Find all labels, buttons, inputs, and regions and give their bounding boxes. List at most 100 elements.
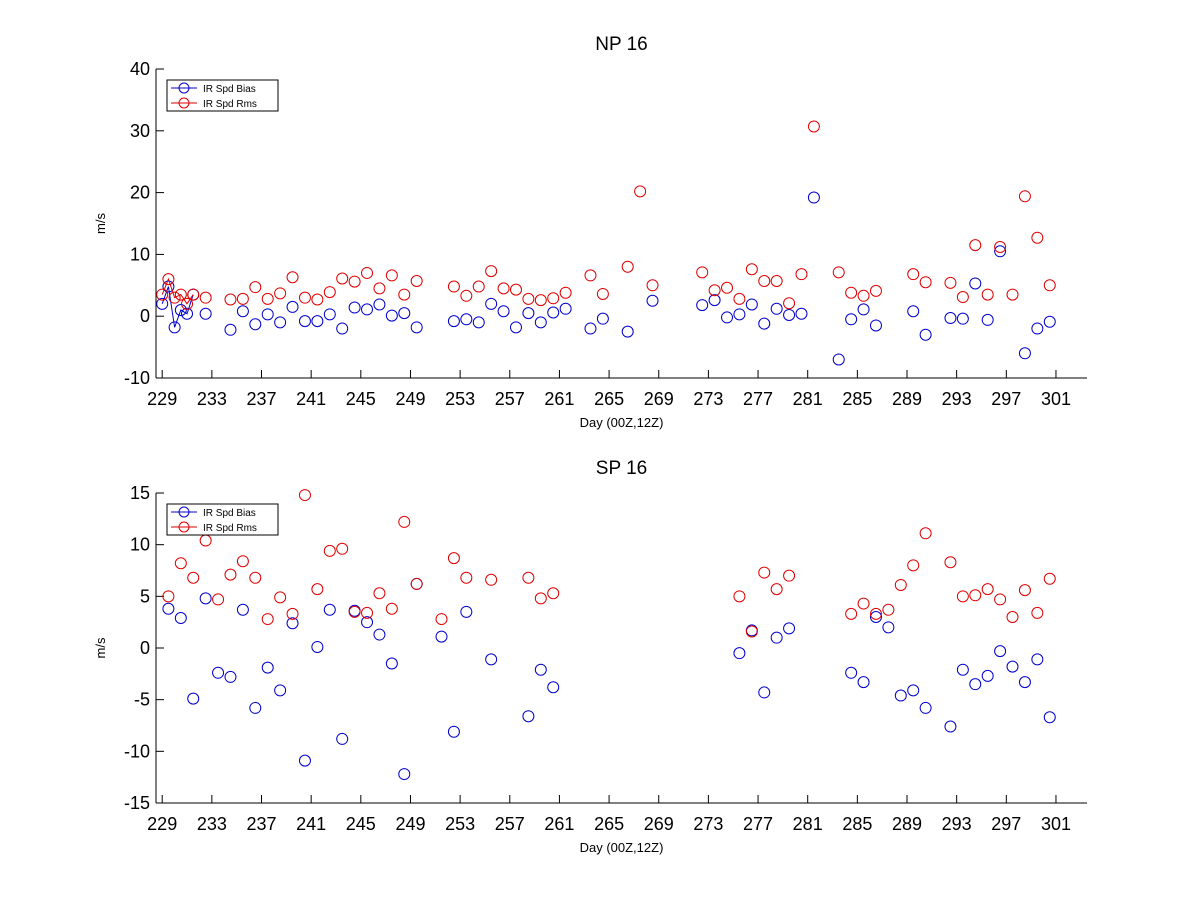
data-point-rms bbox=[410, 577, 423, 590]
data-point-bias bbox=[199, 592, 212, 605]
data-point-rms bbox=[485, 265, 498, 278]
data-point-bias bbox=[981, 313, 994, 326]
data-point-rms bbox=[361, 266, 374, 279]
x-tick-label: 273 bbox=[693, 389, 723, 409]
data-point-bias bbox=[832, 353, 845, 366]
data-point-rms bbox=[1031, 606, 1044, 619]
data-point-rms bbox=[733, 590, 746, 603]
data-point-rms bbox=[845, 286, 858, 299]
data-point-rms bbox=[696, 266, 709, 279]
data-point-bias bbox=[534, 316, 547, 329]
data-point-rms bbox=[869, 284, 882, 297]
legend-marker bbox=[178, 97, 190, 109]
data-point-rms bbox=[745, 625, 758, 638]
x-tick-label: 241 bbox=[296, 389, 326, 409]
x-tick-label: 293 bbox=[942, 814, 972, 834]
data-point-bias bbox=[311, 315, 324, 328]
data-point-bias bbox=[646, 294, 659, 307]
data-point-bias bbox=[336, 732, 349, 745]
data-point-rms bbox=[547, 587, 560, 600]
data-point-rms bbox=[919, 527, 932, 540]
x-tick-label: 301 bbox=[1041, 389, 1071, 409]
data-point-rms bbox=[944, 276, 957, 289]
data-point-rms bbox=[398, 288, 411, 301]
y-tick-label: 10 bbox=[130, 535, 150, 555]
data-point-rms bbox=[981, 288, 994, 301]
x-tick-label: 289 bbox=[892, 389, 922, 409]
data-point-rms bbox=[348, 275, 361, 288]
series-bias bbox=[156, 191, 1056, 366]
data-point-rms bbox=[770, 274, 783, 287]
data-point-bias bbox=[398, 768, 411, 781]
data-point-rms bbox=[336, 542, 349, 555]
x-axis-label: Day (00Z,12Z) bbox=[580, 840, 664, 855]
data-point-rms bbox=[212, 593, 225, 606]
x-tick-label: 249 bbox=[395, 814, 425, 834]
data-point-bias bbox=[168, 321, 181, 334]
data-point-bias bbox=[249, 701, 262, 714]
data-point-bias bbox=[410, 321, 423, 334]
data-point-rms bbox=[460, 571, 473, 584]
data-point-rms bbox=[956, 590, 969, 603]
y-tick-label: -5 bbox=[134, 690, 150, 710]
data-point-bias bbox=[534, 663, 547, 676]
data-point-rms bbox=[795, 268, 808, 281]
data-point-bias bbox=[956, 663, 969, 676]
legend: IR Spd Bias IR Spd Rms bbox=[166, 79, 279, 112]
data-point-bias bbox=[286, 300, 299, 313]
data-point-bias bbox=[559, 302, 572, 315]
data-point-bias bbox=[212, 666, 225, 679]
data-point-rms bbox=[168, 291, 181, 304]
data-point-bias bbox=[174, 304, 187, 317]
data-point-bias bbox=[286, 617, 299, 630]
data-point-bias bbox=[733, 308, 746, 321]
data-point-rms bbox=[944, 556, 957, 569]
data-point-bias bbox=[845, 313, 858, 326]
data-point-bias bbox=[1018, 347, 1031, 360]
x-tick-label: 261 bbox=[544, 389, 574, 409]
data-point-bias bbox=[981, 669, 994, 682]
x-tick-label: 301 bbox=[1041, 814, 1071, 834]
series-line-rms bbox=[161, 277, 194, 305]
x-tick-label: 253 bbox=[445, 814, 475, 834]
data-point-bias bbox=[783, 308, 796, 321]
data-point-bias bbox=[522, 307, 535, 320]
y-axis-label: m/s bbox=[93, 637, 108, 658]
data-point-rms bbox=[758, 274, 771, 287]
data-point-bias bbox=[956, 312, 969, 325]
data-point-rms bbox=[807, 120, 820, 133]
y-axis-label: m/s bbox=[93, 213, 108, 234]
data-point-rms bbox=[894, 578, 907, 591]
data-point-bias bbox=[770, 302, 783, 315]
data-point-bias bbox=[969, 277, 982, 290]
y-tick-label: 0 bbox=[140, 306, 150, 326]
data-point-rms bbox=[497, 282, 510, 295]
legend-label: IR Spd Bias bbox=[203, 508, 256, 519]
data-point-rms bbox=[783, 297, 796, 310]
data-point-rms bbox=[187, 288, 200, 301]
x-tick-label: 229 bbox=[147, 389, 177, 409]
x-tick-label: 273 bbox=[693, 814, 723, 834]
data-point-bias bbox=[460, 605, 473, 618]
data-point-rms bbox=[224, 568, 237, 581]
x-tick-label: 237 bbox=[246, 814, 276, 834]
data-point-rms bbox=[261, 292, 274, 305]
data-point-rms bbox=[1018, 584, 1031, 597]
data-point-bias bbox=[1031, 322, 1044, 335]
data-point-rms bbox=[907, 559, 920, 572]
data-point-rms bbox=[882, 603, 895, 616]
data-point-bias bbox=[919, 328, 932, 341]
data-point-bias bbox=[348, 604, 361, 617]
data-point-bias bbox=[696, 299, 709, 312]
data-point-bias bbox=[807, 191, 820, 204]
data-point-rms bbox=[385, 602, 398, 615]
data-point-rms bbox=[534, 592, 547, 605]
x-tick-label: 249 bbox=[395, 389, 425, 409]
data-point-rms bbox=[199, 534, 212, 547]
x-tick-label: 257 bbox=[495, 389, 525, 409]
data-point-bias bbox=[162, 602, 175, 615]
data-point-rms bbox=[733, 292, 746, 305]
data-point-bias bbox=[783, 622, 796, 635]
x-axis-label: Day (00Z,12Z) bbox=[580, 415, 664, 430]
data-point-bias bbox=[845, 666, 858, 679]
